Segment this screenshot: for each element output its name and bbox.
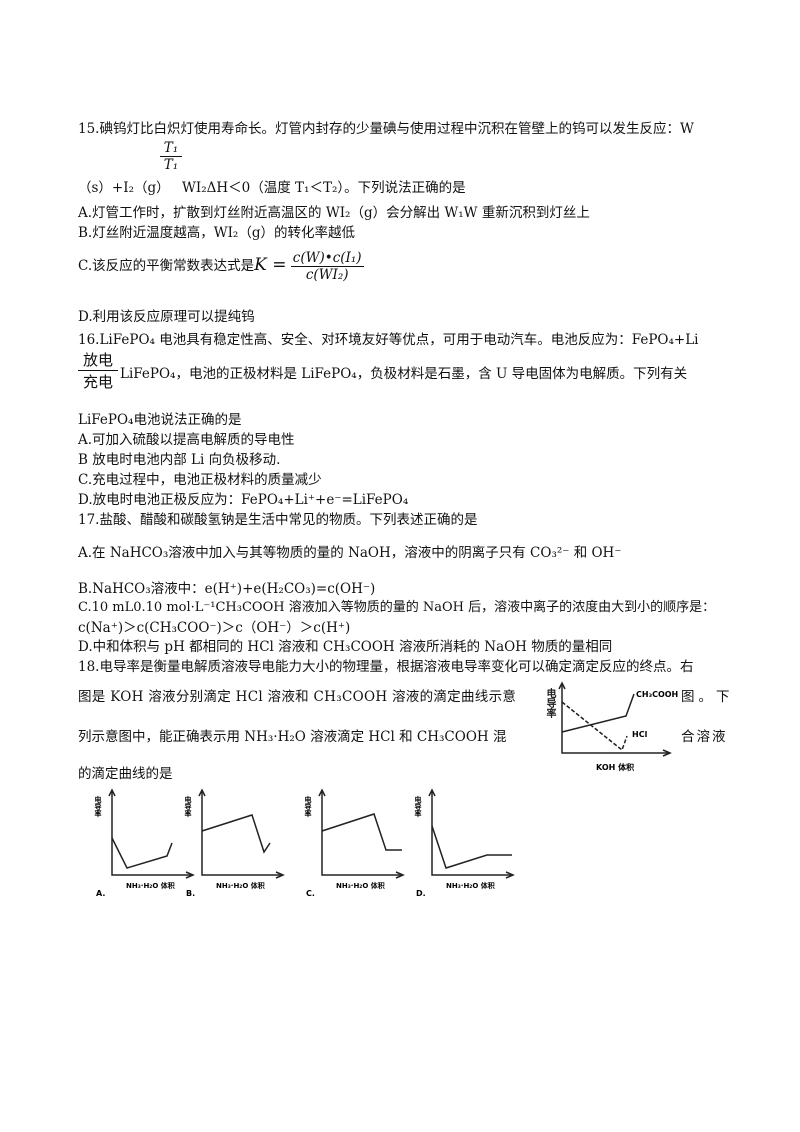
q15-stem-3: WI₂ΔH＜0（温度 T₁＜T₂）。下列说法正确的是: [182, 180, 466, 196]
q17-stem: 17.盐酸、醋酸和碳酸氢钠是生活中常见的物质。下列表述正确的是: [78, 512, 478, 528]
q16-option-b: B 放电时电池内部 Li 向负极移动.: [78, 452, 281, 468]
q15-stem-2: （s）+I₂（g）: [78, 180, 170, 196]
graph-axes: [201, 791, 282, 876]
q18-stem-2r: 图。下: [681, 689, 734, 705]
option-label: C.: [306, 889, 315, 898]
equilibrium-formula: c(W)•c(I₁) c(WI₂): [290, 250, 364, 283]
graph-axes: [321, 791, 402, 876]
formula-denominator: c(WI₂): [305, 267, 349, 283]
y-axis-label: 电导率: [304, 795, 312, 818]
q17-option-d: D.中和体积与 pH 都相同的 HCl 溶液和 CH₃COOH 溶液所消耗的 N…: [78, 639, 613, 655]
graph-axes: [111, 791, 192, 876]
option-c-text: C.该反应的平衡常数表达式是: [78, 258, 255, 274]
q16-stem-3: LiFePO₄电池说法正确的是: [78, 412, 242, 428]
q17-option-c: C.10 mL0.10 mol·L⁻¹CH₃COOH 溶液加入等物质的量的 Na…: [78, 600, 716, 615]
q15-option-b: B.灯丝附近温度越高，WI₂（g）的转化率越低: [78, 225, 355, 241]
graph-axes: [561, 684, 669, 754]
x-axis-label: NH₃·H₂O 体积: [126, 881, 175, 890]
reference-titration-graph: CH₃COOH HCl KOH 体积: [558, 681, 678, 772]
hcl-curve: [561, 701, 628, 752]
formula-numerator: c(W)•c(I₁): [290, 250, 364, 267]
q18-stem-4: 的滴定曲线的是: [78, 766, 173, 782]
axis-arrows: [428, 788, 515, 879]
q15-reaction-arrow: T₁ T₁: [160, 140, 182, 173]
arrow-top-label: T₁: [160, 140, 182, 157]
option-label: A.: [96, 889, 105, 898]
series-label-hcl: HCl: [632, 730, 648, 739]
q15-option-d: D.利用该反应原理可以提纯钨: [78, 309, 255, 325]
axis-arrows: [318, 788, 405, 879]
q16-stem-2: LiFePO₄，电池的正极材料是 LiFePO₄，负极材料是石墨，含 U 导电固…: [120, 366, 688, 382]
series-label-ch3cooh: CH₃COOH: [636, 690, 678, 699]
q16-reaction-arrow: 放电 充电: [78, 349, 118, 392]
q18-stem-2: 图是 KOH 溶液分别滴定 HCl 溶液和 CH₃COOH 溶液的滴定曲线示意: [78, 689, 517, 705]
q16-option-a: A.可加入硫酸以提高电解质的导电性: [78, 432, 295, 448]
arrow-bottom-label: T₁: [163, 157, 179, 173]
arrow-top-label: 放电: [78, 349, 118, 371]
y-axis-label: 电导率: [184, 795, 192, 818]
q17-option-c-cont: c(Na⁺)＞c(CH₃COO⁻)＞c（OH⁻）＞c(H⁺): [78, 620, 351, 636]
option-label: B.: [186, 889, 195, 898]
arrow-bottom-label: 充电: [82, 373, 113, 391]
x-axis-label: NH₃·H₂O 体积: [216, 881, 265, 890]
q18-stem: 18.电导率是衡量电解质溶液导电能力大小的物理量，根据溶液电导率变化可以确定滴定…: [78, 659, 694, 675]
x-axis-label: KOH 体积: [596, 762, 634, 772]
titration-curve: [431, 825, 512, 869]
q16-option-c: C.充电过程中，电池正极材料的质量减少: [78, 472, 322, 488]
ref-graph-y-axis-label: 电导率: [544, 688, 555, 718]
q15-option-a: A.灯管工作时，扩散到灯丝附近高温区的 WI₂（g）会分解出 W₁W 重新沉积到…: [78, 205, 590, 221]
option-graph-c[interactable]: 电导率 NH₃·H₂O 体积 C.: [302, 788, 422, 898]
axis-arrows: [108, 788, 195, 879]
axis-arrows: [198, 788, 285, 879]
x-axis-label: NH₃·H₂O 体积: [336, 881, 385, 890]
ch3cooh-curve: [561, 693, 635, 733]
q18-stem-3r: 合溶液: [681, 729, 728, 745]
q16-option-d: D.放电时电池正极反应为：FePO₄+Li⁺+e⁻=LiFePO₄: [78, 492, 409, 508]
q17-option-b: B.NaHCO₃溶液中：e(H⁺)+e(H₂CO₃)=c(OH⁻): [78, 581, 376, 597]
option-graph-b[interactable]: 电导率 NH₃·H₂O 体积 B.: [182, 788, 302, 898]
q16-stem: 16.LiFePO₄ 电池具有稳定性高、安全、对环境友好等优点，可用于电动汽车。…: [78, 332, 699, 348]
q15-stem: 15.碘钨灯比白炽灯使用寿命长。灯管内封存的少量碘与使用过程中沉积在管壁上的钨可…: [78, 121, 694, 137]
option-label: D.: [416, 889, 426, 898]
q17-option-a: A.在 NaHCO₃溶液中加入与其等物质的量的 NaOH，溶液中的阴离子只有 C…: [78, 545, 622, 561]
q18-stem-3: 列示意图中，能正确表示用 NH₃·H₂O 溶液滴定 HCl 和 CH₃COOH …: [78, 729, 507, 745]
titration-curve: [321, 813, 402, 851]
option-graph-d[interactable]: 电导率 NH₃·H₂O 体积 D.: [412, 788, 532, 898]
graph-axes: [431, 791, 512, 876]
x-axis-label: NH₃·H₂O 体积: [446, 881, 495, 890]
y-axis-label: 电导率: [94, 795, 102, 818]
titration-curve: [111, 837, 173, 869]
formula-k: K =: [254, 255, 287, 275]
titration-curve: [201, 814, 271, 854]
q15-option-c: C.该反应的平衡常数表达式是K = c(W)•c(I₁) c(WI₂): [78, 250, 364, 283]
option-graph-a[interactable]: 电导率 NH₃·H₂O 体积 A.: [92, 788, 212, 898]
y-axis-label: 电导率: [414, 795, 422, 818]
